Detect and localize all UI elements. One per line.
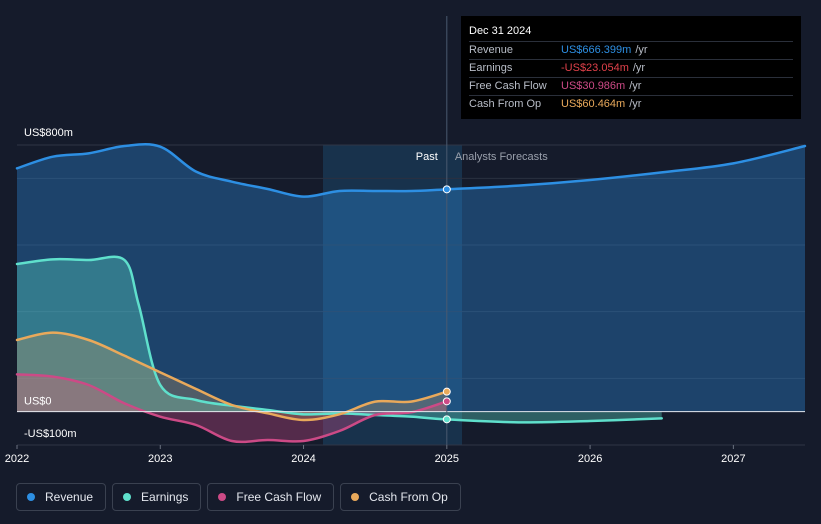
past-label: Past (416, 151, 438, 163)
tooltip-row-unit: /yr (629, 80, 642, 92)
revenue-area (17, 144, 805, 412)
x-tick-label: 2023 (148, 453, 172, 465)
cash-from-op-marker (442, 387, 451, 396)
x-tick-label: 2024 (291, 453, 315, 465)
x-tick-label: 2026 (578, 453, 602, 465)
chart-legend: Revenue Earnings Free Cash Flow Cash From O… (16, 483, 461, 511)
tooltip-row-value: US$30.986m (561, 80, 626, 92)
x-tick-label: 2025 (435, 453, 459, 465)
tooltip-row-unit: /yr (635, 44, 648, 56)
tooltip-row-earnings: Earnings -US$23.054m/yr (469, 59, 793, 77)
free-cash-flow-line (15, 373, 449, 444)
x-tick-label: 2027 (721, 453, 745, 465)
tooltip-date: Dec 31 2024 (469, 25, 532, 37)
earnings-marker (442, 415, 451, 424)
tooltip-row-label: Revenue (469, 44, 514, 56)
tooltip-row-label: Earnings (469, 62, 513, 74)
free-cash-flow-marker (442, 397, 451, 406)
cash-from-op-area (17, 332, 447, 421)
legend-item-earnings[interactable]: Earnings (112, 483, 202, 511)
legend-label: Cash From Op (369, 490, 448, 504)
revenue-line (15, 143, 807, 198)
free-cash-flow-area (17, 374, 447, 442)
tooltip-row-label: Cash From Op (469, 98, 542, 110)
data-tooltip: Dec 31 2024 Revenue US$666.399m/yr Earning… (461, 16, 801, 119)
cash-from-op-line (15, 331, 449, 422)
grid-lines (17, 144, 805, 446)
y-axis-labels: US$800m US$0 -US$100m (24, 127, 77, 440)
earnings-line (15, 255, 663, 424)
forecast-label: Analysts Forecasts (455, 151, 548, 163)
tooltip-row-value: US$60.464m (561, 98, 626, 110)
y-tick-label: US$0 (24, 396, 52, 408)
tooltip-row-revenue: Revenue US$666.399m/yr (469, 41, 793, 59)
tooltip-row-free-cash-flow: Free Cash Flow US$30.986m/yr (469, 77, 793, 95)
series-markers (442, 185, 451, 424)
legend-label: Earnings (141, 490, 189, 504)
x-axis-labels: 2022 2023 2024 2025 2026 2027 (5, 445, 746, 465)
y-tick-label: -US$100m (24, 428, 77, 440)
tooltip-row-value: -US$23.054m (561, 62, 629, 74)
series-lines (15, 143, 807, 444)
tooltip-row-value: US$666.399m (561, 44, 632, 56)
legend-label: Revenue (45, 490, 94, 504)
legend-dot-icon (218, 493, 227, 501)
legend-item-free-cash-flow[interactable]: Free Cash Flow (207, 483, 335, 511)
y-tick-label: US$800m (24, 127, 73, 139)
x-tick-label: 2022 (5, 453, 29, 465)
legend-item-revenue[interactable]: Revenue (16, 483, 107, 511)
tooltip-row-unit: /yr (629, 98, 642, 110)
tooltip-row-unit: /yr (632, 62, 646, 74)
legend-label: Free Cash Flow (236, 490, 322, 504)
legend-dot-icon (123, 493, 132, 501)
legend-item-cash-from-op[interactable]: Cash From Op (340, 483, 461, 511)
legend-dot-icon (27, 493, 35, 501)
tooltip-row-cash-from-op: Cash From Op US$60.464m/yr (469, 95, 793, 113)
legend-dot-icon (351, 493, 360, 501)
tooltip-row-label: Free Cash Flow (469, 80, 547, 92)
revenue-marker (442, 185, 451, 194)
